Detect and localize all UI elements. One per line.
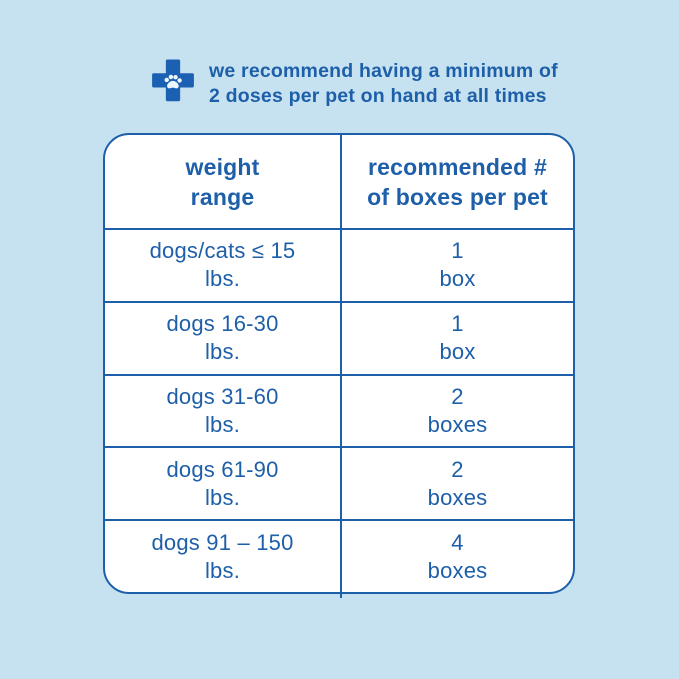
boxes-cell: 4 boxes xyxy=(342,521,573,592)
header-boxes-line-2: of boxes per pet xyxy=(367,183,548,210)
weight-line-1: dogs 61-90 xyxy=(166,456,279,482)
note-text: we recommend having a minimum of 2 doses… xyxy=(209,56,558,109)
column-divider xyxy=(340,135,342,598)
cross-paw-icon xyxy=(152,59,194,102)
header-weight-range: weight range xyxy=(105,135,340,228)
boxes-cell: 1 box xyxy=(342,230,573,301)
weight-line-2: lbs. xyxy=(204,484,241,510)
header-weight-line-2: range xyxy=(190,183,255,210)
table-row: dogs 91 – 150 lbs. 4 boxes xyxy=(105,519,573,592)
boxes-unit: boxes xyxy=(427,484,488,510)
table-row: dogs/cats ≤ 15 lbs. 1 box xyxy=(105,228,573,301)
boxes-count: 1 xyxy=(451,238,464,264)
table-row: dogs 16-30 lbs. 1 box xyxy=(105,300,573,374)
weight-line-2: lbs. xyxy=(204,411,241,437)
weight-line-1: dogs 91 – 150 xyxy=(151,529,294,555)
weight-line-2: lbs. xyxy=(204,557,241,583)
boxes-count: 4 xyxy=(451,529,464,555)
weight-line-1: dogs 31-60 xyxy=(166,383,279,409)
boxes-count: 2 xyxy=(451,383,464,409)
boxes-cell: 2 boxes xyxy=(342,448,573,519)
boxes-unit: boxes xyxy=(427,557,488,583)
weight-range-cell: dogs/cats ≤ 15 lbs. xyxy=(105,230,340,301)
table-header-row: weight range recommended # of boxes per … xyxy=(105,135,573,228)
boxes-unit: box xyxy=(439,266,476,292)
weight-line-2: lbs. xyxy=(204,339,241,365)
boxes-unit: box xyxy=(439,339,476,365)
recommendation-note: we recommend having a minimum of 2 doses… xyxy=(151,56,558,109)
weight-line-1: dogs/cats ≤ 15 xyxy=(149,238,296,264)
weight-range-cell: dogs 31-60 lbs. xyxy=(105,376,340,447)
boxes-cell: 1 box xyxy=(342,303,573,374)
header-recommended-boxes: recommended # of boxes per pet xyxy=(342,135,573,228)
weight-line-2: lbs. xyxy=(204,266,241,292)
note-line-2: 2 doses per pet on hand at all times xyxy=(209,85,547,107)
boxes-cell: 2 boxes xyxy=(342,376,573,447)
weight-line-1: dogs 16-30 xyxy=(166,311,279,337)
table-row: dogs 61-90 lbs. 2 boxes xyxy=(105,446,573,519)
weight-range-cell: dogs 91 – 150 lbs. xyxy=(105,521,340,592)
table-row: dogs 31-60 lbs. 2 boxes xyxy=(105,373,573,447)
header-boxes-line-1: recommended # xyxy=(368,153,547,180)
note-line-1: we recommend having a minimum of xyxy=(209,60,558,82)
boxes-count: 1 xyxy=(451,311,464,337)
header-weight-line-1: weight xyxy=(185,153,260,180)
dosage-table: weight range recommended # of boxes per … xyxy=(103,133,575,598)
boxes-unit: boxes xyxy=(427,411,488,437)
weight-range-cell: dogs 61-90 lbs. xyxy=(105,448,340,519)
weight-range-cell: dogs 16-30 lbs. xyxy=(105,303,340,374)
boxes-count: 2 xyxy=(451,456,464,482)
